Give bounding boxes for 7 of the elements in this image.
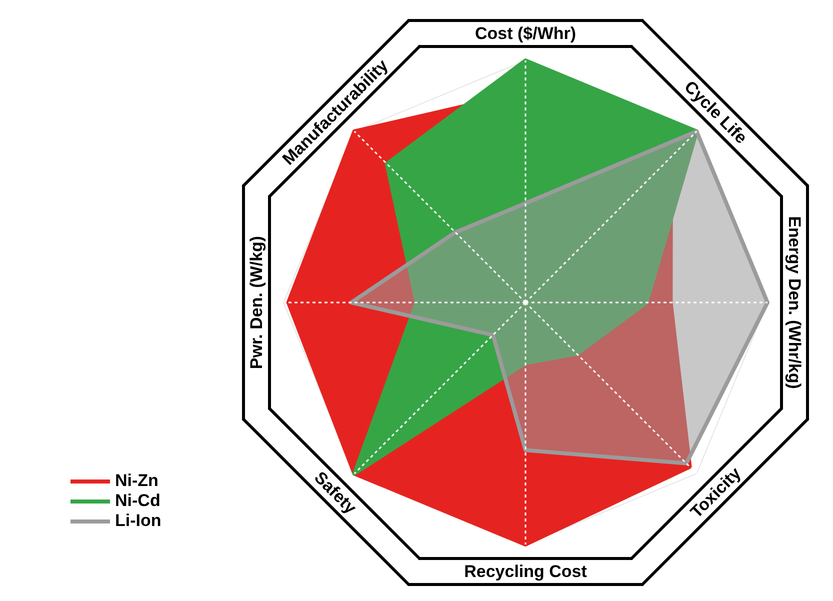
- spoke-label: Pwr. Den. (W/kg): [247, 236, 266, 370]
- spoke-label: Energy Den. (Whr/kg): [785, 216, 804, 389]
- legend-label: Ni-Zn: [115, 471, 158, 491]
- legend-label: Li-Ion: [115, 511, 162, 531]
- legend-label: Ni-Cd: [115, 491, 160, 511]
- spoke-label: Cost ($/Whr): [474, 24, 576, 43]
- spoke-label: Recycling Cost: [464, 562, 588, 581]
